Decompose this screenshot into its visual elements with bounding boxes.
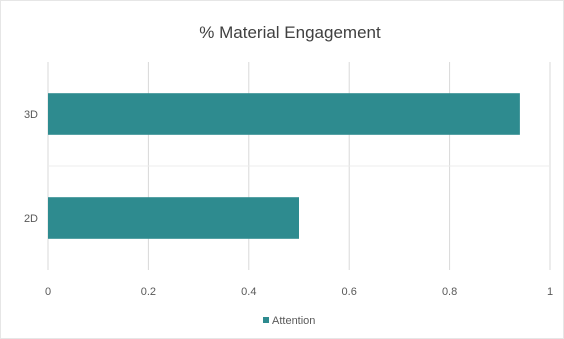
category-label-2d: 2D bbox=[24, 213, 38, 225]
chart-title: % Material Engagement bbox=[199, 23, 381, 42]
category-label-3d: 3D bbox=[24, 109, 38, 121]
x-tick-label-2: 0.4 bbox=[241, 286, 256, 298]
bars-group bbox=[48, 93, 520, 239]
x-tick-label-1: 0.2 bbox=[141, 286, 156, 298]
legend-swatch bbox=[263, 317, 269, 323]
x-tick-labels: 0 0.2 0.4 0.6 0.8 1 bbox=[45, 286, 553, 298]
x-tick-label-5: 1 bbox=[547, 286, 553, 298]
bar-3d bbox=[48, 93, 520, 135]
category-labels: 2D 3D bbox=[24, 109, 38, 225]
x-tick-label-3: 0.6 bbox=[342, 286, 357, 298]
x-tick-label-0: 0 bbox=[45, 286, 51, 298]
legend-label: Attention bbox=[272, 315, 315, 327]
bar-2d bbox=[48, 197, 299, 239]
x-tick-label-4: 0.8 bbox=[442, 286, 457, 298]
legend: Attention bbox=[263, 315, 315, 327]
